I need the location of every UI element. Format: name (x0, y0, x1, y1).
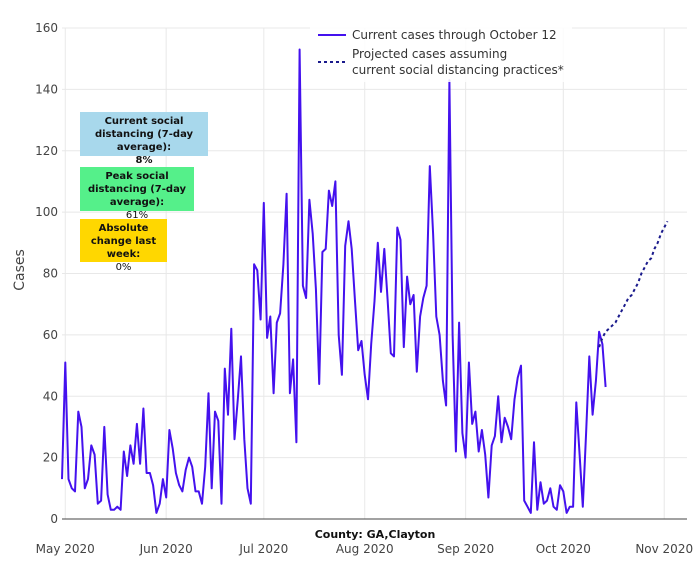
y-tick-label: 20 (43, 451, 58, 465)
x-tick-label: Sep 2020 (437, 542, 494, 556)
legend-label-projected-line1: Projected cases assuming (352, 47, 507, 61)
y-tick-label: 60 (43, 328, 58, 342)
legend-background (310, 22, 572, 82)
series-line-projected (598, 220, 669, 348)
peak-distancing-heading: Peak social distancing (7-day average): (87, 171, 187, 208)
current-distancing-heading: Current social distancing (7-day average… (94, 116, 194, 153)
absolute-change-box: Absolute change last week: 0% (80, 219, 167, 273)
y-tick-label: 0 (50, 512, 58, 526)
legend: Current cases through October 12 Project… (310, 22, 572, 82)
peak-distancing-value: 61% (125, 210, 149, 221)
peak-distancing-box: Peak social distancing (7-day average): … (80, 167, 194, 221)
legend-label-projected-line2: current social distancing practices* (352, 63, 564, 77)
x-tick-label: Oct 2020 (536, 542, 591, 556)
series-layer (61, 48, 669, 514)
y-tick-label: 140 (35, 82, 58, 96)
x-tick-label: May 2020 (36, 542, 95, 556)
county-label: County: GA,Clayton (315, 528, 436, 541)
x-axis: May 2020 Jun 2020 Jul 2020 Aug 2020 Sep 2020… (36, 542, 693, 556)
absolute-change-value: 0% (115, 262, 132, 273)
x-tick-label: Jun 2020 (139, 542, 193, 556)
y-tick-label: 80 (43, 267, 58, 281)
y-tick-label: 40 (43, 389, 58, 403)
current-distancing-box: Current social distancing (7-day average… (80, 112, 208, 166)
x-tick-label: Nov 2020 (635, 542, 693, 556)
y-tick-label: 100 (35, 205, 58, 219)
y-axis-title: Cases (12, 249, 28, 291)
series-line-current (61, 48, 607, 514)
y-tick-label: 120 (35, 144, 58, 158)
absolute-change-heading: Absolute change last week: (90, 223, 157, 260)
x-tick-label: Jul 2020 (238, 542, 288, 556)
legend-label-current: Current cases through October 12 (352, 28, 557, 42)
y-axis: 0 20 40 60 80 100 120 140 160 (35, 21, 58, 526)
y-tick-label: 160 (35, 21, 58, 35)
x-tick-label: Aug 2020 (336, 542, 394, 556)
current-distancing-value: 8% (135, 155, 153, 166)
